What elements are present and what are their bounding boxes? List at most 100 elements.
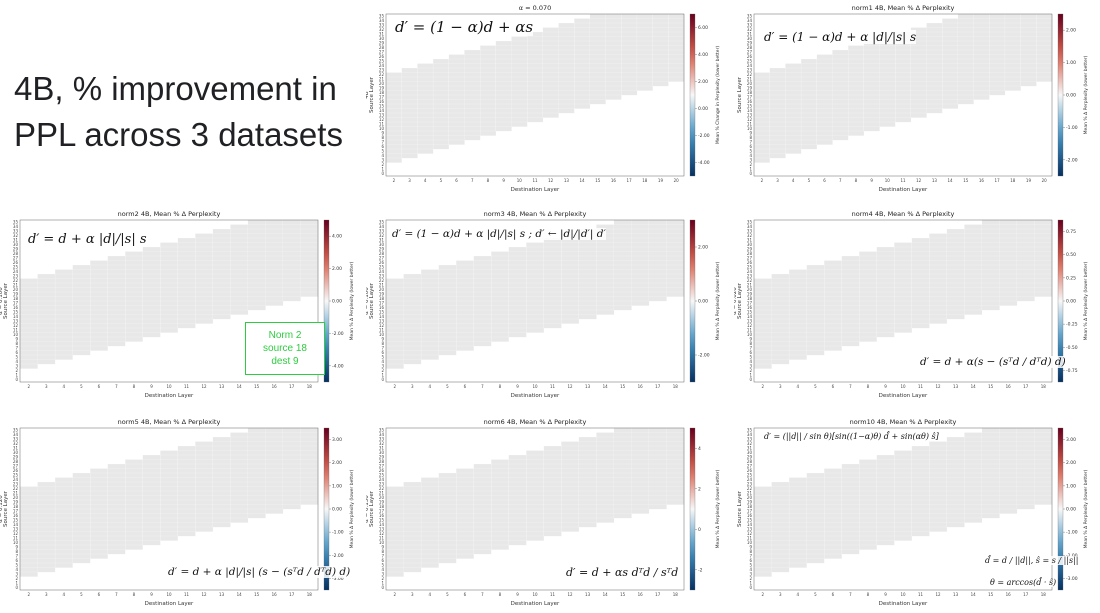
heatmap-cell bbox=[491, 495, 510, 501]
heatmap-cell bbox=[90, 517, 108, 523]
x-tick-label: 11 bbox=[550, 592, 556, 597]
heatmap-cell bbox=[265, 495, 284, 501]
heatmap-cell bbox=[753, 350, 772, 356]
heatmap-cell bbox=[125, 273, 144, 279]
heatmap-cell bbox=[964, 224, 983, 230]
heatmap-cell bbox=[177, 499, 196, 505]
heatmap-cell bbox=[800, 63, 818, 69]
heatmap-cell bbox=[558, 54, 575, 60]
heatmap-cell bbox=[473, 314, 492, 320]
y-tick-label: 3 bbox=[381, 572, 384, 577]
heatmap-cell bbox=[911, 246, 930, 252]
heatmap-cell bbox=[999, 296, 1018, 302]
heatmap-cell bbox=[37, 345, 56, 351]
heatmap-cell bbox=[526, 278, 545, 284]
heatmap-cell bbox=[107, 481, 126, 487]
heatmap-cell bbox=[926, 81, 943, 87]
heatmap-cells bbox=[19, 219, 319, 369]
heatmap-cell bbox=[631, 251, 650, 257]
heatmap-cell bbox=[385, 112, 402, 118]
heatmap-cell bbox=[1036, 72, 1053, 78]
heatmap-cell bbox=[142, 535, 161, 541]
x-tick-label: 18 bbox=[307, 592, 313, 597]
heatmap-cell bbox=[999, 441, 1018, 447]
heatmap-cell bbox=[508, 318, 527, 324]
heatmap-cell bbox=[859, 323, 878, 329]
heatmap-cell bbox=[385, 504, 404, 510]
heatmap-cell bbox=[1016, 233, 1035, 239]
y-tick-label: 27 bbox=[379, 50, 385, 55]
heatmap-cell bbox=[19, 336, 38, 342]
y-tick-label: 17 bbox=[13, 509, 19, 514]
heatmap-cell bbox=[247, 427, 266, 433]
heatmap-cell bbox=[438, 341, 457, 347]
heatmap-cell bbox=[753, 94, 770, 100]
heatmap-cell bbox=[558, 40, 575, 46]
heatmap-cell bbox=[1034, 436, 1053, 442]
heatmap-cell bbox=[613, 242, 632, 248]
heatmap-cell bbox=[265, 246, 284, 252]
heatmap-cell bbox=[54, 327, 73, 333]
heatmap-cell bbox=[438, 526, 457, 532]
heatmap-cell bbox=[910, 76, 927, 82]
heatmap-cell bbox=[19, 296, 38, 302]
heatmap-cell bbox=[753, 314, 772, 320]
heatmap-cell bbox=[508, 535, 527, 541]
heatmap-cell bbox=[526, 251, 545, 257]
heatmap-cell bbox=[526, 463, 545, 469]
heatmap-cell bbox=[37, 526, 56, 532]
heatmap-cell bbox=[652, 54, 669, 60]
heatmap-cell bbox=[438, 513, 457, 519]
heatmap-cell bbox=[491, 526, 510, 532]
heatmap-cell bbox=[561, 251, 580, 257]
heatmap-cell bbox=[613, 237, 632, 243]
heatmap-cell bbox=[910, 49, 927, 55]
heatmap-cell bbox=[195, 305, 214, 311]
heatmap-cell bbox=[1016, 269, 1035, 275]
heatmap-cell bbox=[420, 278, 439, 284]
heatmap-cell bbox=[107, 300, 126, 306]
heatmap-cell bbox=[508, 495, 527, 501]
heatmap-cell bbox=[542, 72, 559, 78]
heatmap-cell bbox=[926, 63, 943, 69]
heatmap-cell bbox=[769, 148, 786, 154]
heatmap-cell bbox=[265, 441, 284, 447]
heatmap-cell bbox=[456, 260, 474, 266]
heatmap-cell bbox=[973, 49, 990, 55]
heatmap-cell bbox=[480, 81, 497, 87]
heatmap-cell bbox=[403, 490, 422, 496]
heatmap-cell bbox=[558, 85, 575, 91]
heatmap-cell bbox=[160, 513, 179, 519]
heatmap-cell bbox=[54, 341, 73, 347]
heatmap-cell bbox=[806, 526, 825, 532]
x-tick-label: 12 bbox=[568, 592, 574, 597]
heatmap-cell bbox=[385, 495, 404, 501]
heatmap-cell bbox=[666, 490, 685, 496]
heatmap-cell bbox=[142, 305, 161, 311]
heatmap-cell bbox=[1004, 45, 1021, 51]
heatmap-cell bbox=[508, 477, 527, 483]
y-tick-label: 18 bbox=[747, 504, 753, 509]
y-tick-label: 33 bbox=[379, 229, 385, 234]
x-tick-label: 11 bbox=[918, 384, 924, 389]
heatmap-cell bbox=[543, 287, 562, 293]
heatmap-cell bbox=[769, 67, 786, 73]
heatmap-cell bbox=[265, 255, 284, 261]
y-tick-label: 12 bbox=[747, 531, 753, 536]
heatmap-cell bbox=[946, 242, 965, 248]
heatmap-cell bbox=[72, 332, 91, 338]
y-tick-label: 5 bbox=[381, 355, 384, 360]
heatmap-cell bbox=[456, 327, 474, 333]
y-tick-label: 4 bbox=[749, 359, 752, 364]
x-tick-label: 9 bbox=[150, 384, 153, 389]
heatmap-cell bbox=[631, 282, 650, 288]
heatmap-cell bbox=[160, 490, 179, 496]
heatmap-cell bbox=[785, 126, 802, 132]
heatmap-cell bbox=[942, 36, 959, 42]
heatmap-cell bbox=[420, 318, 439, 324]
heatmap-cell bbox=[125, 517, 144, 523]
heatmap-cell bbox=[195, 445, 214, 451]
heatmap-cell bbox=[438, 558, 457, 564]
heatmap-cell bbox=[879, 117, 896, 123]
heatmap-cell bbox=[448, 63, 465, 69]
